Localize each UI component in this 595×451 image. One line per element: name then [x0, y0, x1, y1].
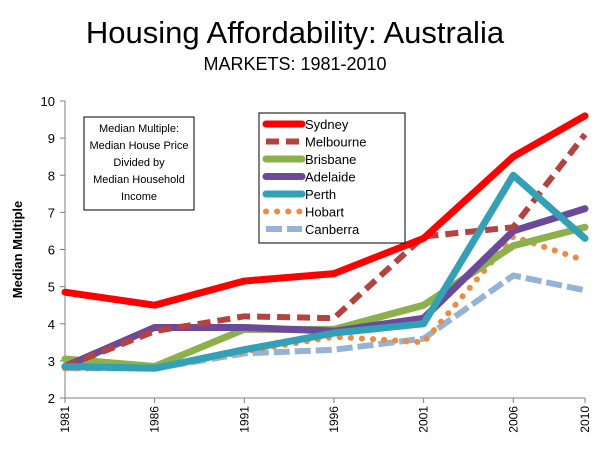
- y-tick-label: 5: [48, 280, 55, 295]
- annotation-line: Median Household: [93, 174, 185, 186]
- chart-subtitle: MARKETS: 1981-2010: [203, 54, 386, 74]
- x-tick-label: 2006: [506, 406, 520, 433]
- legend-label: Perth: [305, 187, 336, 202]
- legend-label: Brisbane: [305, 152, 356, 167]
- x-tick-label: 2010: [578, 406, 592, 433]
- y-tick-label: 3: [48, 354, 55, 369]
- x-tick-label: 1996: [327, 406, 341, 433]
- series-line-melbourne: [63, 132, 588, 370]
- y-tick-label: 4: [48, 317, 55, 332]
- y-tick-label: 7: [48, 205, 55, 220]
- annotation-line: Median Multiple:: [99, 123, 179, 135]
- axes-layer: 2 3 4 5 6 7 8 9 10 1981 1986 1991 1996 2001 2006 2010 Me…: [10, 94, 592, 433]
- series-line-brisbane: [61, 223, 589, 370]
- legend-layer: Sydney Melbourne Brisbane Adelaide Perth Hoba…: [258, 112, 406, 244]
- y-tick-label: 9: [48, 131, 55, 146]
- annotation-line: Median House Price: [89, 140, 188, 152]
- y-tick-label: 6: [48, 243, 55, 258]
- y-tick-label: 2: [48, 391, 55, 406]
- x-tick-label: 1986: [148, 406, 162, 433]
- series-line-sydney: [61, 112, 589, 309]
- chart-title: Housing Affordability: Australia: [86, 15, 505, 50]
- annotation-line: Divided by: [113, 157, 165, 169]
- x-tick-label: 2001: [417, 406, 431, 433]
- legend-label: Sydney: [305, 117, 349, 132]
- annotation-layer: Median Multiple: Median House Price Divide…: [83, 116, 195, 211]
- legend-label: Melbourne: [305, 135, 366, 150]
- legend-label: Adelaide: [305, 170, 356, 185]
- y-tick-label: 8: [48, 168, 55, 183]
- annotation-box: [83, 116, 195, 211]
- series-line-perth: [61, 171, 589, 372]
- y-tick-label: 10: [41, 94, 55, 109]
- x-tick-label: 1991: [237, 406, 251, 433]
- legend-label: Hobart: [305, 205, 344, 220]
- legend-label: Canberra: [305, 222, 360, 237]
- x-tick-label: 1981: [58, 406, 72, 433]
- y-axis-label: Median Multiple: [10, 201, 25, 299]
- series-layer: [61, 112, 589, 372]
- annotation-line: Income: [121, 191, 157, 203]
- series-line-canberra: [65, 272, 586, 372]
